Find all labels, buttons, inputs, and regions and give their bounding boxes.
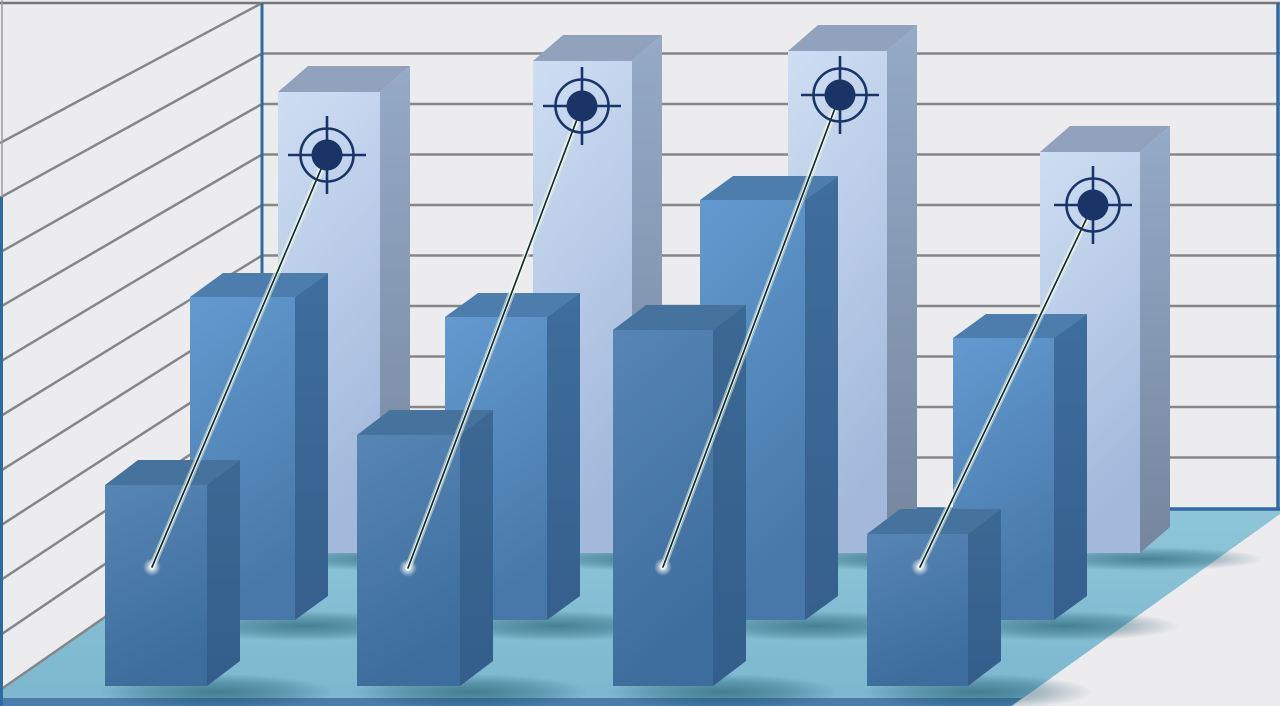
connector-line-3-core xyxy=(662,94,841,568)
bar-group-1-front-front-face xyxy=(105,485,207,686)
bar-group-3-back-top-face xyxy=(788,25,917,51)
bar-group-4-middle-side-face xyxy=(1054,314,1087,620)
bar-group-3-back-side-face xyxy=(887,25,917,553)
connector-line-3 xyxy=(654,91,844,576)
target-marker-3-disc xyxy=(824,79,856,111)
bar-group-4-front-front-face xyxy=(867,534,968,686)
target-marker-1 xyxy=(288,116,366,194)
bar-group-1-middle-side-face xyxy=(295,273,328,620)
target-marker-3 xyxy=(801,56,879,134)
connector-line-1-core xyxy=(151,154,328,568)
bar-group-4-middle-top-face xyxy=(953,314,1087,338)
bar-group-3-middle-side-face xyxy=(805,176,838,620)
bar-group-3-front-front-face xyxy=(613,330,713,686)
target-marker-1-disc xyxy=(311,139,343,171)
target-marker-2 xyxy=(543,67,621,145)
left-wall-gridline xyxy=(0,1,263,145)
bar-group-1-front xyxy=(105,460,240,686)
connector-line-1 xyxy=(143,151,331,576)
bar-group-4-front-side-face xyxy=(968,509,1001,686)
left-wall-gridline xyxy=(0,52,263,199)
target-marker-4-disc xyxy=(1077,189,1109,221)
bar-group-3-front xyxy=(613,305,746,686)
bar-group-2-middle-top-face xyxy=(445,293,580,317)
target-marker-4 xyxy=(1054,166,1132,244)
bar-group-1-middle-top-face xyxy=(190,273,328,297)
bar-group-2-front-side-face xyxy=(460,410,493,686)
connector-line-4 xyxy=(911,201,1097,576)
target-marker-2-disc xyxy=(566,90,598,122)
bar-group-4-back-top-face xyxy=(1040,126,1170,152)
bar-group-1-front-side-face xyxy=(207,460,240,686)
bar-group-1-front-top-face xyxy=(105,460,240,485)
connector-line-2-core xyxy=(407,105,583,569)
bar-group-1-back-top-face xyxy=(278,66,410,92)
bar-group-3-front-side-face xyxy=(713,305,746,686)
bar-group-3-front-top-face xyxy=(613,305,746,330)
bar-group-2-back-top-face xyxy=(533,35,662,61)
left-wall-gridline xyxy=(0,102,263,254)
connector-line-4-core xyxy=(919,204,1094,568)
left-wall-gridline xyxy=(0,203,263,363)
bar-group-4-front-top-face xyxy=(867,509,1001,534)
connector-line-2 xyxy=(399,102,586,577)
bar-group-2-front xyxy=(357,410,493,686)
bar-group-4-back-side-face xyxy=(1140,126,1170,553)
left-wall-gridline xyxy=(0,153,263,309)
bar-group-2-middle-side-face xyxy=(547,293,580,620)
